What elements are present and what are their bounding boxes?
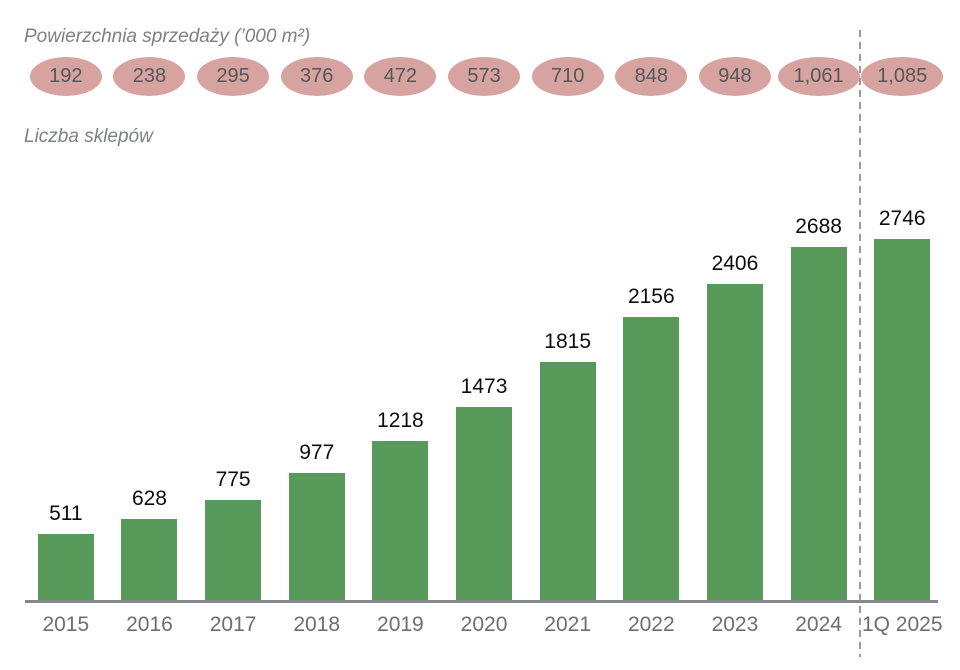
bar-value-label-2023: 2406 bbox=[711, 251, 759, 275]
bar-value-label-2016: 628 bbox=[131, 486, 167, 510]
bar-value-label-2019: 1218 bbox=[377, 408, 424, 432]
forecast-divider-line bbox=[859, 30, 861, 657]
area-badge-cell: 472 bbox=[359, 57, 443, 96]
bar-2015 bbox=[37, 534, 94, 602]
area-badge-2018: 376 bbox=[280, 57, 353, 96]
bar-column-2015: 511 bbox=[24, 502, 108, 602]
bar-2017 bbox=[205, 500, 262, 602]
x-tick-1q-2025: 1Q 2025 bbox=[861, 613, 943, 636]
bar-value-label-1q-2025: 2746 bbox=[878, 206, 926, 230]
bar-2016 bbox=[121, 519, 178, 602]
area-badge-1q-2025: 1,085 bbox=[861, 57, 944, 96]
area-badge-cell: 710 bbox=[526, 57, 610, 96]
bar-2019 bbox=[372, 441, 429, 602]
bar-value-label-2020: 1473 bbox=[460, 374, 508, 398]
bar-value-label-2017: 775 bbox=[215, 467, 251, 491]
bar-column-2017: 775 bbox=[191, 468, 275, 602]
bar-2018 bbox=[288, 473, 345, 602]
area-badge-cell: 948 bbox=[693, 57, 777, 96]
bar-value-label-2021: 1815 bbox=[544, 329, 592, 353]
area-badge-cell: 1,061 bbox=[777, 57, 861, 96]
area-badge-cell: 1,085 bbox=[860, 57, 944, 96]
x-axis-line bbox=[25, 600, 938, 603]
bar-column-2018: 977 bbox=[275, 441, 359, 602]
bar-column-2023: 2406 bbox=[693, 252, 777, 602]
area-badge-2020: 573 bbox=[448, 57, 521, 96]
bar-value-label-2024: 2688 bbox=[795, 214, 842, 238]
x-tick-2019: 2019 bbox=[377, 613, 424, 636]
area-badge-2021: 710 bbox=[531, 57, 604, 96]
area-badge-2019: 472 bbox=[364, 57, 437, 96]
area-badge-cell: 573 bbox=[442, 57, 526, 96]
bar-value-label-2022: 2156 bbox=[627, 284, 675, 308]
x-tick-2021: 2021 bbox=[544, 613, 592, 636]
bar-plot-area: 511 628 775 977 1218 1473 1815 2156 2406 2688 2746 bbox=[24, 207, 944, 602]
bar-2022 bbox=[623, 317, 680, 602]
bar-column-2019: 1218 bbox=[359, 409, 443, 602]
bar-column-2021: 1815 bbox=[526, 330, 610, 602]
area-badge-cell: 295 bbox=[191, 57, 275, 96]
area-badge-2017: 295 bbox=[197, 57, 270, 96]
x-tick-2023: 2023 bbox=[711, 613, 759, 636]
x-tick-2020: 2020 bbox=[460, 613, 508, 636]
area-badge-2023: 948 bbox=[698, 57, 771, 96]
area-badge-cell: 192 bbox=[24, 57, 108, 96]
area-badge-cell: 848 bbox=[609, 57, 693, 96]
x-tick-2024: 2024 bbox=[795, 613, 842, 636]
x-axis-labels-row: 2015 2016 2017 2018 2019 2020 2021 2022 2023 2024… bbox=[24, 613, 944, 637]
area-badge-2015: 192 bbox=[29, 57, 102, 96]
x-tick-2018: 2018 bbox=[293, 613, 341, 636]
bar-column-1q-2025: 2746 bbox=[860, 207, 944, 602]
bar-2023 bbox=[706, 284, 763, 602]
x-tick-2022: 2022 bbox=[627, 613, 675, 636]
bar-value-label-2018: 977 bbox=[299, 440, 335, 464]
area-badge-cell: 238 bbox=[108, 57, 192, 96]
bar-2021 bbox=[539, 362, 596, 602]
bar-column-2020: 1473 bbox=[442, 375, 526, 602]
area-badge-cell: 376 bbox=[275, 57, 359, 96]
area-badges-row: 192 238 295 376 472 573 710 848 948 1,061 1,085 bbox=[24, 57, 944, 96]
bar-2024 bbox=[790, 247, 847, 602]
bar-1q-2025 bbox=[874, 239, 931, 602]
area-series-title: Powierzchnia sprzedaży (’000 m²) bbox=[24, 26, 311, 47]
area-badge-2024: 1,061 bbox=[777, 57, 860, 96]
bar-column-2024: 2688 bbox=[777, 215, 861, 602]
area-badge-2016: 238 bbox=[113, 57, 186, 96]
x-tick-2017: 2017 bbox=[209, 613, 257, 636]
bar-column-2022: 2156 bbox=[609, 285, 693, 602]
bar-column-2016: 628 bbox=[108, 487, 192, 602]
area-badge-2022: 848 bbox=[615, 57, 688, 96]
x-tick-2015: 2015 bbox=[42, 613, 90, 636]
x-tick-2016: 2016 bbox=[126, 613, 173, 636]
stores-series-title: Liczba sklepów bbox=[24, 126, 153, 147]
bar-value-label-2015: 511 bbox=[49, 501, 83, 525]
bar-2020 bbox=[456, 407, 513, 602]
